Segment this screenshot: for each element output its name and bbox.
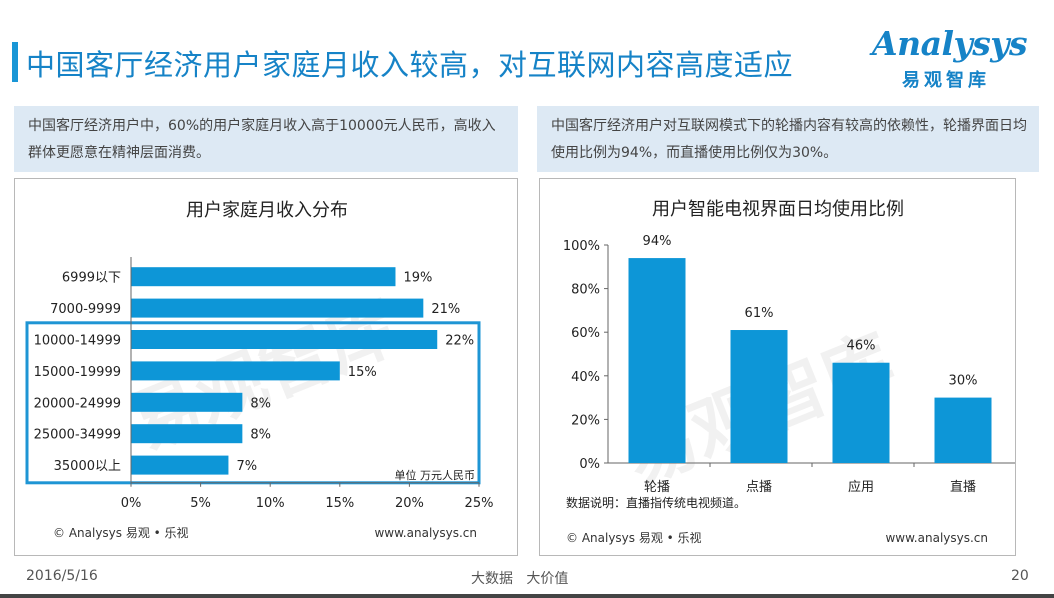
category-label: 直播 xyxy=(950,480,976,495)
y-tick-label: 40% xyxy=(571,370,600,385)
usage-chart-panel: 易观智库用户智能电视界面日均使用比例100%80%60%40%20%0%94%轮… xyxy=(539,178,1016,556)
footer-slogan: 大数据 大价值 xyxy=(471,571,569,587)
data-label: 61% xyxy=(745,306,774,321)
category-label: 20000-24999 xyxy=(34,396,121,411)
page-number: 20 xyxy=(1011,568,1029,584)
x-tick-label: 15% xyxy=(325,496,354,511)
source-url: www.analysys.cn xyxy=(885,531,988,545)
logo-chinese-name: 易观智库 xyxy=(902,70,990,91)
bar xyxy=(131,298,424,318)
category-label: 应用 xyxy=(848,479,874,495)
category-label: 35000以上 xyxy=(54,459,121,474)
bar xyxy=(131,455,229,475)
category-label: 点播 xyxy=(746,480,772,495)
analysys-logo: Analysys 易观智库 xyxy=(872,24,1042,94)
interface-usage-chart: 易观智库用户智能电视界面日均使用比例100%80%60%40%20%0%94%轮… xyxy=(563,199,1015,545)
data-label: 21% xyxy=(431,302,460,317)
x-tick-label: 25% xyxy=(465,496,494,511)
category-label: 7000-9999 xyxy=(50,302,121,317)
bar xyxy=(131,267,396,287)
y-tick-label: 0% xyxy=(579,457,600,472)
category-label: 25000-34999 xyxy=(34,428,121,443)
category-label: 6999以下 xyxy=(62,271,121,286)
bar xyxy=(131,392,243,412)
data-label: 94% xyxy=(643,234,672,249)
bar xyxy=(730,330,788,463)
chart-title: 用户家庭月收入分布 xyxy=(186,200,348,221)
source-url: www.analysys.cn xyxy=(374,526,477,540)
data-label: 30% xyxy=(949,374,978,389)
category-label: 15000-19999 xyxy=(34,365,121,380)
category-label: 轮播 xyxy=(644,480,670,495)
y-tick-label: 100% xyxy=(563,239,600,254)
data-label: 8% xyxy=(250,428,271,443)
bar xyxy=(131,330,438,349)
source-credit: © Analysys 易观 • 乐视 xyxy=(566,530,702,545)
unit-note: 单位 万元人民币 xyxy=(395,468,476,482)
data-note: 数据说明：直播指传统电视频道。 xyxy=(566,495,746,510)
x-tick-label: 10% xyxy=(256,496,285,511)
left-description: 中国客厅经济用户中，60%的用户家庭月收入高于10000元人民币，高收入群体更愿… xyxy=(14,106,518,172)
right-description: 中国客厅经济用户对互联网模式下的轮播内容有较高的依赖性，轮播界面日均使用比例为9… xyxy=(537,106,1039,172)
data-label: 8% xyxy=(250,396,271,411)
category-label: 10000-14999 xyxy=(34,334,121,349)
income-chart-panel: 易观智库 用户家庭月收入分布 6999以下 19% 7000-9999 21% 10000-… xyxy=(14,178,518,556)
title-accent-bar xyxy=(12,42,18,82)
bar xyxy=(934,397,992,463)
chart-title: 用户智能电视界面日均使用比例 xyxy=(652,199,904,220)
bottom-divider xyxy=(0,594,1054,598)
footer-date: 2016/5/16 xyxy=(26,568,98,584)
bar xyxy=(131,361,340,381)
data-label: 7% xyxy=(236,459,257,474)
bar xyxy=(131,424,243,444)
bar xyxy=(832,362,890,463)
x-tick-label: 0% xyxy=(121,496,142,511)
data-label: 46% xyxy=(847,339,876,354)
y-tick-label: 60% xyxy=(571,326,600,341)
data-label: 15% xyxy=(348,365,377,380)
x-tick-label: 5% xyxy=(190,496,211,511)
y-tick-label: 80% xyxy=(571,283,600,298)
data-label: 19% xyxy=(403,271,432,286)
bar xyxy=(628,258,686,463)
logo-wordmark: Analysys xyxy=(872,24,1028,63)
y-tick-label: 20% xyxy=(571,413,600,428)
x-tick-label: 20% xyxy=(395,496,424,511)
source-credit: © Analysys 易观 • 乐视 xyxy=(53,525,189,540)
page-title: 中国客厅经济用户家庭月收入较高，对互联网内容高度适应 xyxy=(26,48,794,82)
data-label: 22% xyxy=(445,334,474,349)
